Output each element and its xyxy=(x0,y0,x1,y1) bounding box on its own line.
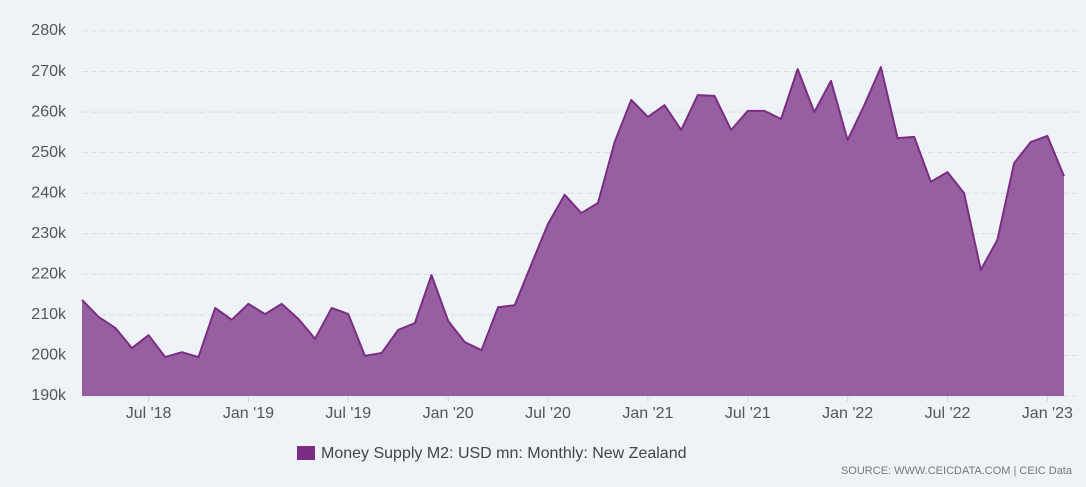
y-tick-label: 200k xyxy=(31,347,67,364)
y-tick-label: 240k xyxy=(31,184,67,201)
x-tick-label: Jul '20 xyxy=(525,405,571,422)
source-note: SOURCE: WWW.CEICDATA.COM | CEIC Data xyxy=(841,465,1073,477)
y-tick-label: 260k xyxy=(31,103,67,120)
x-tick-label: Jan '21 xyxy=(622,405,673,422)
y-tick-label: 280k xyxy=(31,22,67,39)
x-tick-label: Jul '22 xyxy=(925,405,971,422)
y-tick-label: 230k xyxy=(31,225,67,242)
x-tick-label: Jan '20 xyxy=(423,405,474,422)
y-tick-label: 210k xyxy=(31,306,67,323)
x-tick-label: Jan '23 xyxy=(1022,405,1073,422)
area xyxy=(82,67,1064,396)
legend: Money Supply M2: USD mn: Monthly: New Ze… xyxy=(297,445,686,462)
line xyxy=(81,66,1065,359)
x-tick-label: Jul '21 xyxy=(725,405,771,422)
legend-label: Money Supply M2: USD mn: Monthly: New Ze… xyxy=(321,445,686,462)
y-tick-label: 220k xyxy=(31,266,67,283)
y-tick-label: 190k xyxy=(31,387,67,404)
y-tick-label: 270k xyxy=(31,63,67,80)
y-tick-label: 250k xyxy=(31,144,67,161)
x-tick-label: Jul '18 xyxy=(126,405,172,422)
x-tick-label: Jan '19 xyxy=(223,405,274,422)
x-tick-label: Jul '19 xyxy=(325,405,371,422)
legend-swatch xyxy=(297,446,315,460)
x-tick-label: Jan '22 xyxy=(822,405,873,422)
